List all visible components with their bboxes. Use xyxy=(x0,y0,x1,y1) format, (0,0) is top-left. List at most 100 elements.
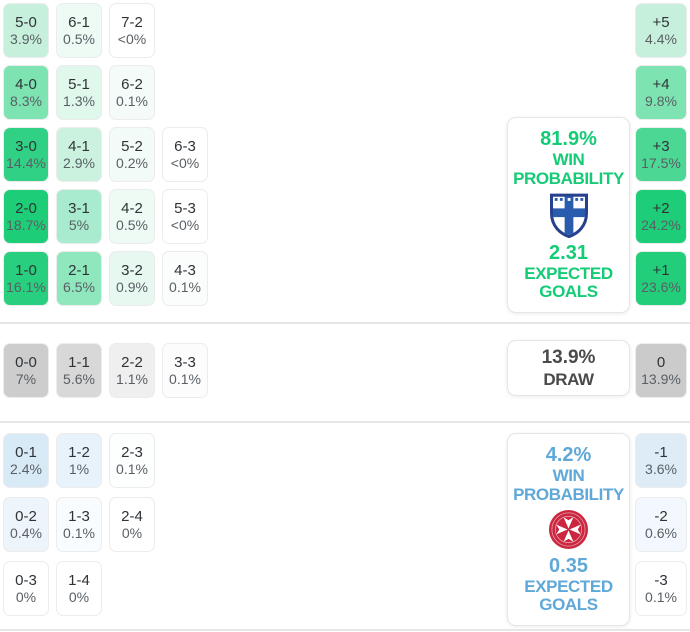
score-cell-6-3: 6-3 <0% xyxy=(162,127,208,182)
score-cell-5-1: 5-1 1.3% xyxy=(56,65,102,120)
away-score-grid: 0-1 2.4% 1-2 1% 2-3 0.1% 0-2 0.4% 1-3 0.1% 2-4 0% 0-… xyxy=(3,433,208,616)
margin-cell-+4: +4 9.8% xyxy=(635,65,687,120)
draw-margin-column: 0 13.9% xyxy=(635,343,687,398)
score-cell-4-1: 4-1 2.9% xyxy=(56,127,102,182)
margin-cell-percent: 4.4% xyxy=(645,31,677,47)
score-cell-value: 0-2 xyxy=(15,508,37,525)
score-cell-6-1: 6-1 0.5% xyxy=(56,3,102,58)
draw-score-row: 0-0 7% 1-1 5.6% 2-2 1.1% 3-3 0.1% xyxy=(3,343,208,398)
score-cell-percent: 1.3% xyxy=(63,93,95,109)
score-cell-value: 1-3 xyxy=(68,508,90,525)
away-win-block: 4.2% WIN PROBABILITY xyxy=(510,444,627,504)
draw-percent: 13.9% xyxy=(541,346,596,368)
score-cell-value: 4-3 xyxy=(174,262,196,279)
score-cell-2-2: 2-2 1.1% xyxy=(109,343,155,398)
score-cell-percent: 0.1% xyxy=(169,371,201,387)
score-cell-percent: 0.1% xyxy=(63,525,95,541)
score-cell-value: 2-0 xyxy=(15,200,37,217)
score-cell-0-2: 0-2 0.4% xyxy=(3,497,49,552)
margin-cell-percent: 3.6% xyxy=(645,461,677,477)
home-expected-goals-value: 2.31 xyxy=(549,241,588,264)
score-cell-percent: 0.4% xyxy=(10,525,42,541)
home-expected-goals-label: EXPECTED GOALS xyxy=(524,263,613,302)
score-cell-value: 2-3 xyxy=(121,444,143,461)
score-cell-4-3: 4-3 0.1% xyxy=(162,251,208,306)
score-cell-percent: 0.5% xyxy=(63,31,95,47)
margin-cell-+5: +5 4.4% xyxy=(635,3,687,58)
home-score-grid: 5-0 3.9% 6-1 0.5% 7-2 <0% 4-0 8.3% 5-1 1.3% 6-2 0.1… xyxy=(3,3,208,306)
home-win-probability-panel: 81.9% WIN PROBABILITY xyxy=(507,117,630,313)
margin-cell-value: 0 xyxy=(656,354,666,371)
margin-cell-value: +3 xyxy=(652,138,670,155)
score-cell-percent: 0.5% xyxy=(116,217,148,233)
away-expected-goals-label: EXPECTED GOALS xyxy=(524,576,613,615)
score-cell-4-2: 4-2 0.5% xyxy=(109,189,155,244)
margin-cell-value: +5 xyxy=(652,14,670,31)
score-cell-percent: 7% xyxy=(15,371,37,387)
score-cell-value: 4-0 xyxy=(15,76,37,93)
score-cell-0-3: 0-3 0% xyxy=(3,561,49,616)
away-margin-column: -1 3.6% -2 0.6% -3 0.1% xyxy=(635,433,687,616)
score-cell-percent: 3.9% xyxy=(10,31,42,47)
score-cell-0-1: 0-1 2.4% xyxy=(3,433,49,488)
margin-cell-percent: 0.1% xyxy=(645,589,677,605)
score-cell-5-0: 5-0 3.9% xyxy=(3,3,49,58)
score-cell-value: 5-0 xyxy=(15,14,37,31)
score-cell-3-3: 3-3 0.1% xyxy=(162,343,208,398)
score-cell-percent: <0% xyxy=(170,155,200,171)
score-cell-0-0: 0-0 7% xyxy=(3,343,49,398)
margin-cell-percent: 9.8% xyxy=(645,93,677,109)
home-margin-column: +5 4.4% +4 9.8% +3 17.5% +2 24.2% +1 23.6% xyxy=(635,3,687,306)
score-cell-1-3: 1-3 0.1% xyxy=(56,497,102,552)
score-cell-1-0: 1-0 16.1% xyxy=(3,251,49,306)
score-cell-value: 5-1 xyxy=(68,76,90,93)
margin-cell-percent: 24.2% xyxy=(641,217,681,233)
score-cell-2-4: 2-4 0% xyxy=(109,497,155,552)
score-cell-value: 1-1 xyxy=(68,354,90,371)
home-xg-block: 2.31 EXPECTED GOALS xyxy=(510,242,627,302)
divider-bottom xyxy=(0,629,690,631)
score-cell-percent: <0% xyxy=(117,31,147,47)
away-xg-block: 0.35 EXPECTED GOALS xyxy=(510,555,627,615)
away-win-percent: 4.2% xyxy=(545,444,592,466)
score-cell-3-2: 3-2 0.9% xyxy=(109,251,155,306)
score-cell-percent: 14.4% xyxy=(6,155,46,171)
malta-crest-icon xyxy=(548,509,589,550)
score-cell-6-2: 6-2 0.1% xyxy=(109,65,155,120)
margin-cell-value: -1 xyxy=(654,444,668,461)
margin-cell-+3: +3 17.5% xyxy=(635,127,687,182)
margin-cell-value: -3 xyxy=(654,572,668,589)
score-cell-value: 4-2 xyxy=(121,200,143,217)
score-cell-value: 5-3 xyxy=(174,200,196,217)
score-cell-value: 0-0 xyxy=(15,354,37,371)
score-cell-percent: 6.5% xyxy=(63,279,95,295)
margin-cell--3: -3 0.1% xyxy=(635,561,687,616)
margin-cell-percent: 17.5% xyxy=(641,155,681,171)
score-cell-percent: 2.9% xyxy=(63,155,95,171)
score-cell-value: 5-2 xyxy=(121,138,143,155)
margin-cell--2: -2 0.6% xyxy=(635,497,687,552)
score-cell-percent: 5.6% xyxy=(63,371,95,387)
score-cell-value: 3-0 xyxy=(15,138,37,155)
score-cell-percent: 2.4% xyxy=(10,461,42,477)
margin-cell-+2: +2 24.2% xyxy=(635,189,687,244)
score-cell-value: 3-1 xyxy=(68,200,90,217)
divider-draw-away xyxy=(0,421,690,423)
score-cell-2-0: 2-0 18.7% xyxy=(3,189,49,244)
margin-cell-0: 0 13.9% xyxy=(635,343,687,398)
score-cell-value: 0-3 xyxy=(15,572,37,589)
score-cell-1-4: 1-4 0% xyxy=(56,561,102,616)
away-win-probability-panel: 4.2% WIN PROBABILITY 0.35 EXPECTED GOALS xyxy=(507,433,630,626)
score-cell-percent: 0.1% xyxy=(116,93,148,109)
score-cell-3-0: 3-0 14.4% xyxy=(3,127,49,182)
finland-crest-icon xyxy=(549,193,588,238)
divider-home-draw xyxy=(0,322,690,324)
score-cell-5-2: 5-2 0.2% xyxy=(109,127,155,182)
score-cell-value: 1-4 xyxy=(68,572,90,589)
away-win-label: WIN PROBABILITY xyxy=(513,466,624,504)
margin-cell--1: -1 3.6% xyxy=(635,433,687,488)
score-cell-value: 6-2 xyxy=(121,76,143,93)
score-cell-1-2: 1-2 1% xyxy=(56,433,102,488)
score-cell-percent: 0% xyxy=(68,589,90,605)
score-cell-2-3: 2-3 0.1% xyxy=(109,433,155,488)
